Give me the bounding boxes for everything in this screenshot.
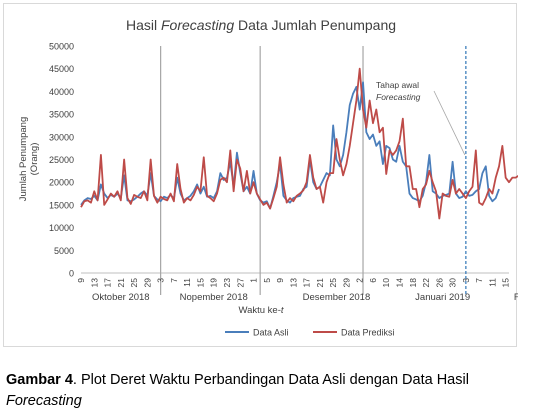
x-tick-label: 29 <box>341 278 351 288</box>
month-label: Februari2019 <box>514 292 518 303</box>
x-tick-label: 3 <box>461 278 471 283</box>
y-tick-label: 5000 <box>54 246 74 256</box>
x-tick-label: 30 <box>448 278 458 288</box>
x-tick-label: 21 <box>315 278 325 288</box>
chart-title-part-1: Forecasting <box>161 17 234 33</box>
caption-italic-text: Forecasting <box>6 393 82 409</box>
month-label: Januari 2019 <box>415 292 470 303</box>
annotation-text-line-1: Tahap awal <box>376 80 419 90</box>
series-line-data-asli <box>80 81 500 210</box>
x-tick-label: 27 <box>235 278 245 288</box>
y-tick-label: 30000 <box>49 132 74 142</box>
x-tick-label: 5 <box>262 278 272 283</box>
chart-title: Hasil Forecasting Data Jumlah Penumpang <box>126 17 396 33</box>
x-tick-label: 17 <box>302 278 312 288</box>
figure-caption: Gambar 4. Plot Deret Waktu Perbandingan … <box>6 370 534 412</box>
x-tick-label: 7 <box>474 278 484 283</box>
x-tick-label: 10 <box>381 278 391 288</box>
x-tick-label: 23 <box>222 278 232 288</box>
x-tick-label: 25 <box>328 278 338 288</box>
legend-label-data-asli: Data Asli <box>253 328 289 338</box>
annotation-text-line-2: Forecasting <box>376 92 421 102</box>
y-tick-label: 45000 <box>49 64 74 74</box>
chart-frame: Hasil Forecasting Data Jumlah Penumpang J… <box>3 3 518 347</box>
x-axis-label: Waktu ke-t <box>238 305 283 316</box>
x-tick-label: 15 <box>195 278 205 288</box>
y-tick-label: 25000 <box>49 155 74 165</box>
annotation-leader-line <box>433 90 466 156</box>
x-tick-label: 22 <box>421 278 431 288</box>
legend-label-data-prediksi: Data Prediksi <box>341 328 395 338</box>
x-tick-label: 11 <box>487 278 497 287</box>
x-tick-label: 25 <box>129 278 139 288</box>
x-tick-label: 3 <box>156 278 166 283</box>
y-tick-label: 40000 <box>49 87 74 97</box>
x-tick-label: 7 <box>169 278 179 283</box>
y-tick-label: 20000 <box>49 178 74 188</box>
y-tick-label: 15000 <box>49 200 74 210</box>
x-axis-label-part-1: t <box>281 305 284 316</box>
chart-title-part-2: Data Jumlah Penumpang <box>234 17 396 33</box>
x-tick-label: 15 <box>501 278 511 288</box>
x-tick-label: 2 <box>355 278 365 283</box>
y-axis-label-line-0: Jumlah Penumpang <box>18 117 29 202</box>
y-tick-label: 0 <box>69 269 74 279</box>
y-tick-label: 35000 <box>49 110 74 120</box>
y-tick-label: 50000 <box>49 42 74 52</box>
x-tick-label: 13 <box>288 278 298 288</box>
x-tick-label: 19 <box>209 278 219 288</box>
month-label: Oktober 2018 <box>92 292 150 303</box>
month-label: Desember 2018 <box>303 292 371 303</box>
x-tick-label: 17 <box>103 278 113 288</box>
x-tick-label: 21 <box>116 278 126 288</box>
caption-label: Gambar 4 <box>6 372 73 388</box>
chart-title-part-0: Hasil <box>126 17 161 33</box>
x-tick-label: 6 <box>368 278 378 283</box>
y-tick-label: 10000 <box>49 223 74 233</box>
x-tick-label: 18 <box>408 278 418 288</box>
x-tick-label: 13 <box>89 278 99 288</box>
x-tick-label: 9 <box>275 278 285 283</box>
x-tick-label: 11 <box>182 278 192 287</box>
month-label: Nopember 2018 <box>180 292 248 303</box>
series-line-data-prediksi <box>80 67 518 220</box>
x-tick-label: 14 <box>395 278 405 288</box>
line-chart: Hasil Forecasting Data Jumlah Penumpang J… <box>18 17 518 338</box>
x-tick-label: 9 <box>76 278 86 283</box>
caption-text: . Plot Deret Waktu Perbandingan Data Asl… <box>72 372 469 388</box>
x-tick-label: 1 <box>249 278 259 283</box>
y-axis-label-line-1: (Orang) <box>29 143 40 176</box>
x-tick-label: 26 <box>434 278 444 288</box>
x-tick-label: 29 <box>142 278 152 288</box>
x-axis-label-part-0: Waktu ke- <box>238 305 280 316</box>
